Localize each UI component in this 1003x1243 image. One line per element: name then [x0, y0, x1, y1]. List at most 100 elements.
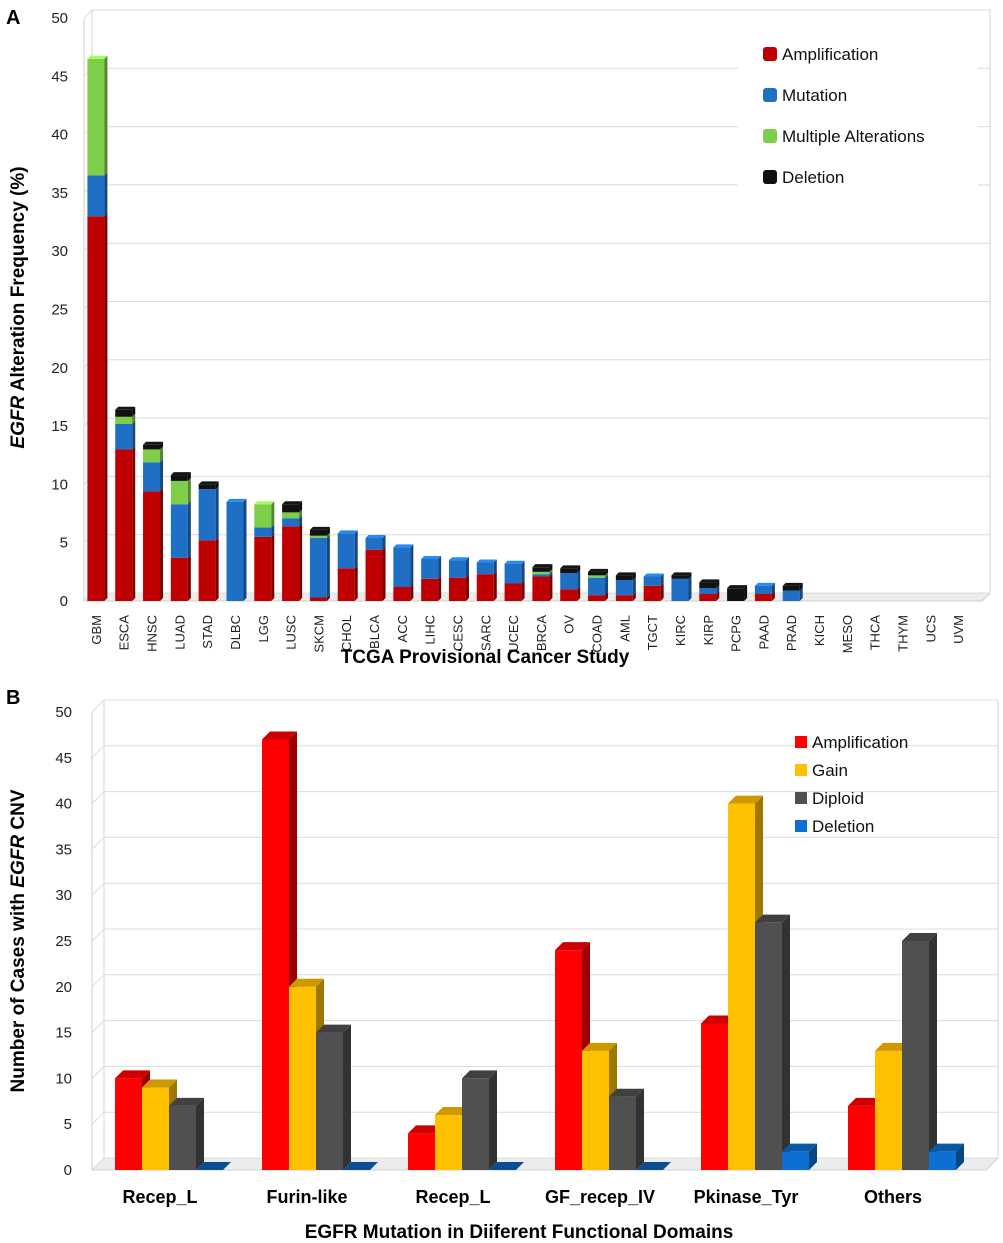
y-tick-label: 50: [55, 704, 72, 721]
bar-segment-side: [271, 524, 275, 537]
x-axis-label: TCGA Provisional Cancer Study: [341, 647, 630, 668]
x-tick-label: DLBC: [228, 615, 243, 650]
bar-segment-deletion: [532, 567, 550, 572]
bar-side: [196, 1097, 204, 1170]
bar-top-face: [309, 526, 330, 530]
bar-top: [142, 1079, 177, 1088]
bar-segment-mutation: [282, 518, 300, 527]
x-tick-label: Recep_L: [122, 1187, 197, 1207]
legend-swatch: [795, 736, 807, 748]
x-tick-label: KIRC: [673, 615, 688, 646]
y-tick-label: 35: [55, 841, 72, 858]
bar-segment-multiple-alterations: [87, 58, 105, 176]
bar-side: [809, 1143, 817, 1170]
bar-segment-amplification: [699, 594, 717, 601]
x-tick-label: HNSC: [145, 615, 160, 652]
bar-gain: [582, 1050, 609, 1170]
y-tick-label: 30: [51, 243, 68, 260]
x-tick-label: MESO: [840, 615, 855, 653]
bar-segment-multiple-alterations: [170, 480, 188, 505]
bar-segment-amplification: [87, 216, 105, 601]
bar-deletion-zero: [636, 1162, 671, 1170]
bar-segment-side: [354, 530, 358, 569]
legend-swatch: [763, 170, 777, 184]
bar-segment-multiple-alterations: [143, 449, 161, 463]
bar-segment-side: [577, 565, 581, 574]
bar-top-face: [254, 501, 275, 505]
bar-segment-amplification: [532, 576, 550, 601]
bar-segment-mutation: [87, 175, 105, 217]
bar-segment-amplification: [448, 577, 466, 601]
y-tick-label: 30: [55, 887, 72, 904]
bar-segment-deletion: [143, 444, 161, 450]
bar-segment-mutation: [309, 538, 327, 598]
bar-segment-side: [465, 574, 469, 601]
y-tick-label: 15: [51, 418, 68, 435]
bar-segment-side: [549, 568, 553, 575]
bar-segment-deletion: [115, 409, 133, 417]
legend-label: Gain: [812, 761, 848, 780]
bar-segment-deletion: [198, 484, 216, 490]
bar-segment-side: [771, 582, 775, 595]
bar-top-face: [170, 472, 191, 476]
y-axis-label: Number of Cases with EGFR CNV: [8, 789, 29, 1092]
y-tick-label: 40: [55, 796, 72, 813]
bar-top-face: [504, 560, 525, 564]
bar-amplification: [848, 1105, 875, 1170]
y-axis-label-rest: Alteration Frequency (%): [8, 166, 29, 395]
bar-segment-side: [688, 572, 692, 579]
bar-segment-amplification: [254, 536, 272, 601]
bar-top: [929, 1143, 964, 1152]
x-tick-label: GBM: [89, 615, 104, 645]
bar-segment-side: [215, 486, 219, 541]
bar-top-face: [699, 579, 720, 583]
bar-segment-side: [299, 515, 303, 527]
x-tick-label: UVM: [951, 615, 966, 644]
bar-segment-mutation: [699, 588, 717, 595]
x-tick-label: THCA: [868, 615, 883, 651]
bar-segment-amplification: [282, 526, 300, 601]
bar-segment-side: [326, 526, 330, 536]
bar-segment-amplification: [615, 595, 633, 601]
bar-segment-deletion: [782, 585, 800, 591]
bar-diploid: [902, 941, 929, 1170]
bar-segment-mutation: [393, 547, 411, 588]
bar-segment-side: [438, 556, 442, 579]
legend-label: Deletion: [782, 168, 844, 187]
bar-segment-side: [187, 501, 191, 558]
bar-top-face: [115, 406, 136, 410]
bar-segment-side: [493, 559, 497, 575]
chart-panel-a: A 0 5 10 15 20 25 30 35 40 45 50 EGFR Alteration Fre…: [6, 7, 992, 668]
bar-segment-side: [605, 568, 609, 576]
bar-top-face: [727, 585, 748, 589]
bar-segment-side: [132, 413, 136, 424]
bar-deletion-zero: [343, 1162, 378, 1170]
bar-top-face: [365, 535, 386, 539]
gridline-diag: [91, 745, 105, 759]
bar-segment-mutation: [365, 538, 383, 550]
bar-segment-side: [271, 533, 275, 601]
bar-top-face: [87, 55, 108, 59]
bar-segment-side: [799, 587, 803, 601]
bar-side: [929, 933, 937, 1170]
bar-amplification: [555, 950, 582, 1170]
x-tick-label: Furin-like: [266, 1187, 347, 1207]
bar-segment-mutation: [254, 527, 272, 537]
bar-segment-deletion: [170, 475, 188, 481]
bar-segment-side: [521, 560, 525, 584]
bar-segment-mutation: [170, 504, 188, 558]
y-tick-label: 0: [64, 1162, 72, 1179]
bar-segment-side: [382, 546, 386, 601]
bar-segment-amplification: [476, 574, 494, 601]
bar-segment-side: [716, 585, 720, 595]
bar-segment-side: [716, 591, 720, 601]
bar-segment-side: [243, 498, 247, 601]
bar-deletion-zero: [196, 1162, 231, 1170]
bar-amplification: [701, 1023, 728, 1170]
legend-swatch: [795, 764, 807, 776]
chart-panel-b: B 0 5 10 15 20 25 30 35 40 45 50 Number of Cases wit…: [0, 680, 1003, 1243]
bar-segment-side: [577, 586, 581, 601]
bar-segment-side: [271, 501, 275, 528]
bar-segment-amplification: [115, 449, 133, 601]
bar-segment-mutation: [532, 574, 550, 577]
